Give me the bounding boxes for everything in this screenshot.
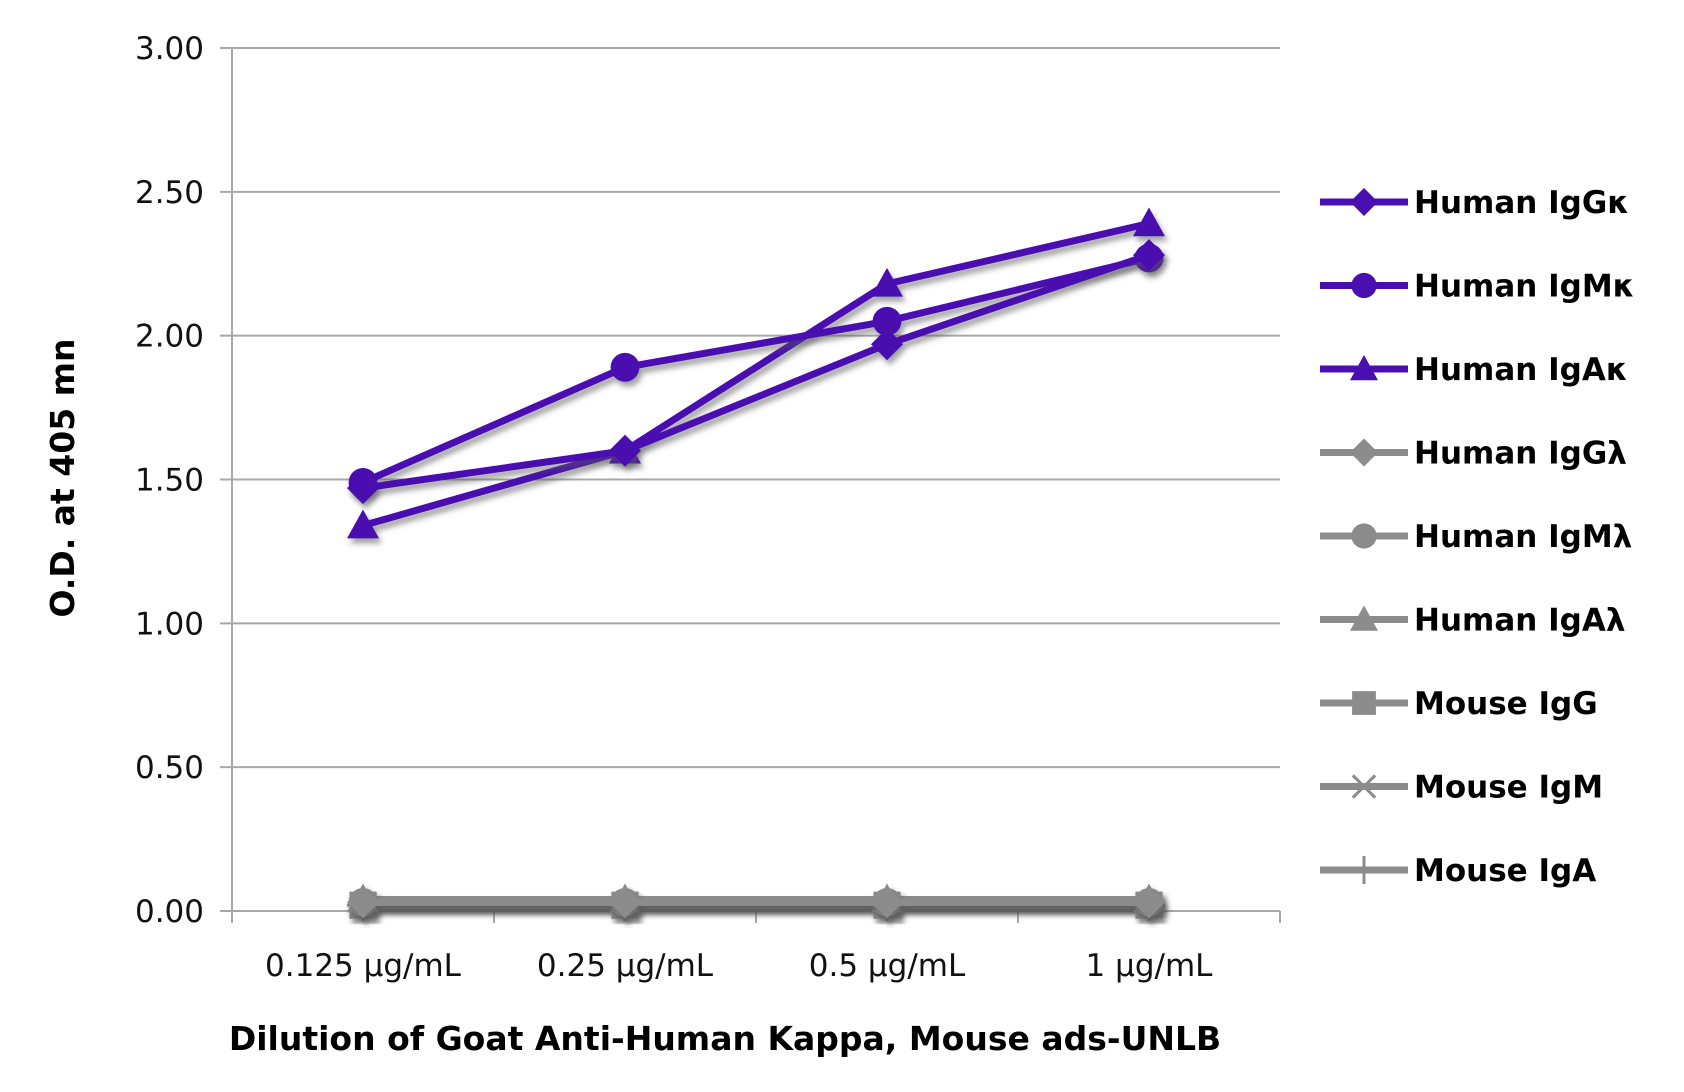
data-point xyxy=(871,328,903,361)
series-line xyxy=(361,254,1150,486)
legend-entry: Mouse IgG xyxy=(1320,686,1598,722)
data-point xyxy=(1133,886,1165,919)
x-tick-label: 0.25 µg/mL xyxy=(537,948,714,984)
series-3 xyxy=(347,207,1165,539)
y-tick-label: 1.50 xyxy=(135,463,204,499)
y-axis-title: O.D. at 405 mn xyxy=(43,338,82,617)
data-point xyxy=(347,886,379,919)
data-point xyxy=(347,472,379,505)
data-point xyxy=(610,352,640,382)
y-tick-label: 0.50 xyxy=(135,750,204,786)
legend-marker xyxy=(1352,691,1376,715)
data-point xyxy=(871,886,903,919)
series-line xyxy=(362,220,1150,529)
legend-label: Mouse IgA xyxy=(1414,853,1596,889)
x-tick-label: 0.5 µg/mL xyxy=(809,948,966,984)
legend-marker xyxy=(1350,355,1378,381)
legend: Human IgGκ Human IgMκ Human IgAκ Human IgGλ… xyxy=(1320,185,1635,889)
legend-marker xyxy=(1351,523,1377,549)
legend-entry: Human IgGλ xyxy=(1320,436,1627,472)
legend-entry: Human IgMκ xyxy=(1320,269,1635,305)
axes xyxy=(231,48,1281,923)
legend-label: Human IgGκ xyxy=(1414,185,1629,221)
legend-entry: Human IgGκ xyxy=(1320,185,1629,221)
legend-marker xyxy=(1350,605,1378,631)
y-tick-label: 2.50 xyxy=(135,175,204,211)
data-point xyxy=(1133,207,1165,237)
legend-entry: Human IgAλ xyxy=(1320,603,1625,639)
series-2 xyxy=(348,243,1164,497)
data-point xyxy=(1133,239,1165,272)
legend-marker xyxy=(1350,188,1378,216)
data-point xyxy=(872,306,902,336)
data-point xyxy=(871,267,903,297)
x-tick-label: 0.125 µg/mL xyxy=(265,948,462,984)
x-tick-label: 1 µg/mL xyxy=(1086,948,1214,984)
series-line xyxy=(362,251,1151,492)
legend-label: Human IgMκ xyxy=(1414,269,1635,305)
y-tick-label: 2.00 xyxy=(135,319,204,355)
legend-label: Human IgMλ xyxy=(1414,519,1632,555)
y-tick-label: 1.00 xyxy=(135,606,204,642)
data-point xyxy=(347,509,379,539)
series-lines xyxy=(347,207,1165,922)
legend-marker xyxy=(1350,438,1378,467)
legend-entry: Human IgMλ xyxy=(1320,519,1632,555)
data-point xyxy=(609,886,641,919)
legend-label: Human IgGλ xyxy=(1414,436,1627,472)
legend-label: Mouse IgM xyxy=(1414,770,1603,806)
x-axis-title: Dilution of Goat Anti-Human Kappa, Mouse… xyxy=(229,1019,1221,1058)
y-tick-labels: 0.00 0.50 1.00 1.50 2.00 2.50 3.00 xyxy=(135,31,204,930)
y-tick-label: 0.00 xyxy=(135,894,204,930)
legend-label: Human IgAκ xyxy=(1414,352,1628,388)
legend-entry: Mouse IgA xyxy=(1320,853,1596,889)
series-1 xyxy=(347,239,1165,505)
legend-marker xyxy=(1351,272,1377,299)
legend-marker xyxy=(1351,774,1377,799)
data-point xyxy=(609,434,641,467)
y-tick-label: 3.00 xyxy=(135,31,204,67)
legend-label: Human IgAλ xyxy=(1414,603,1625,639)
x-tick-labels: 0.125 µg/mL 0.25 µg/mL 0.5 µg/mL 1 µg/mL xyxy=(265,948,1213,984)
legend-marker xyxy=(1350,856,1378,884)
series-4 xyxy=(347,886,1165,919)
legend-entry: Mouse IgM xyxy=(1320,770,1603,806)
gridlines xyxy=(220,47,1280,912)
legend-entry: Human IgAκ xyxy=(1320,352,1628,388)
legend-label: Mouse IgG xyxy=(1414,686,1598,722)
